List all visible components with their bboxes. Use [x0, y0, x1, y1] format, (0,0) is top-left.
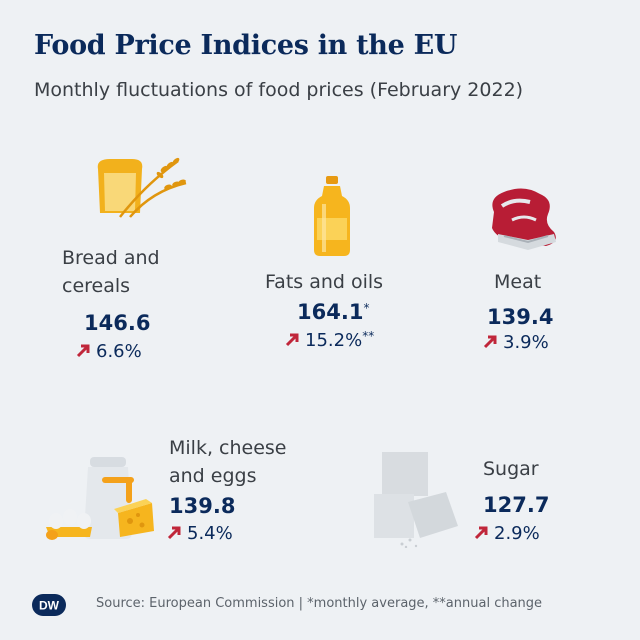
- fats-oils-change: 15.2%**: [285, 329, 374, 351]
- up-arrow-icon: [167, 526, 181, 540]
- page-subtitle: Monthly fluctuations of food prices (Feb…: [34, 79, 524, 101]
- meat-index: 139.4: [487, 305, 554, 329]
- bread-icon: [90, 155, 190, 224]
- dw-logo: DW: [32, 594, 66, 616]
- sugar-change: 2.9%: [474, 522, 540, 544]
- bread-cereals-index: 146.6: [84, 311, 151, 335]
- milk-cheese-eggs-change: 5.4%: [167, 522, 233, 544]
- steak-icon: [484, 184, 562, 258]
- up-arrow-icon: [285, 333, 299, 347]
- milk-cheese-eggs-label: Milk, cheese and eggs: [169, 437, 287, 487]
- up-arrow-icon: [474, 526, 488, 540]
- bread-cereals-change: 6.6%: [76, 340, 142, 362]
- up-arrow-icon: [483, 335, 497, 349]
- page-title: Food Price Indices in the EU: [34, 30, 458, 61]
- source-note: Source: European Commission | *monthly a…: [96, 596, 543, 611]
- svg-text:DW: DW: [39, 599, 60, 613]
- meat-change: 3.9%: [483, 331, 549, 353]
- bread-cereals-label: Bread and cereals: [62, 247, 160, 297]
- up-arrow-icon: [76, 344, 90, 358]
- sugar-label: Sugar: [483, 458, 539, 480]
- oil-bottle-icon: [312, 176, 352, 260]
- dairy-icon: [42, 455, 157, 549]
- meat-label: Meat: [494, 271, 542, 293]
- fats-oils-label: Fats and oils: [265, 271, 384, 293]
- fats-oils-index: 164.1*: [297, 300, 370, 324]
- milk-cheese-eggs-index: 139.8: [169, 494, 236, 518]
- sugar-index: 127.7: [483, 493, 550, 517]
- sugar-cubes-icon: [372, 448, 462, 552]
